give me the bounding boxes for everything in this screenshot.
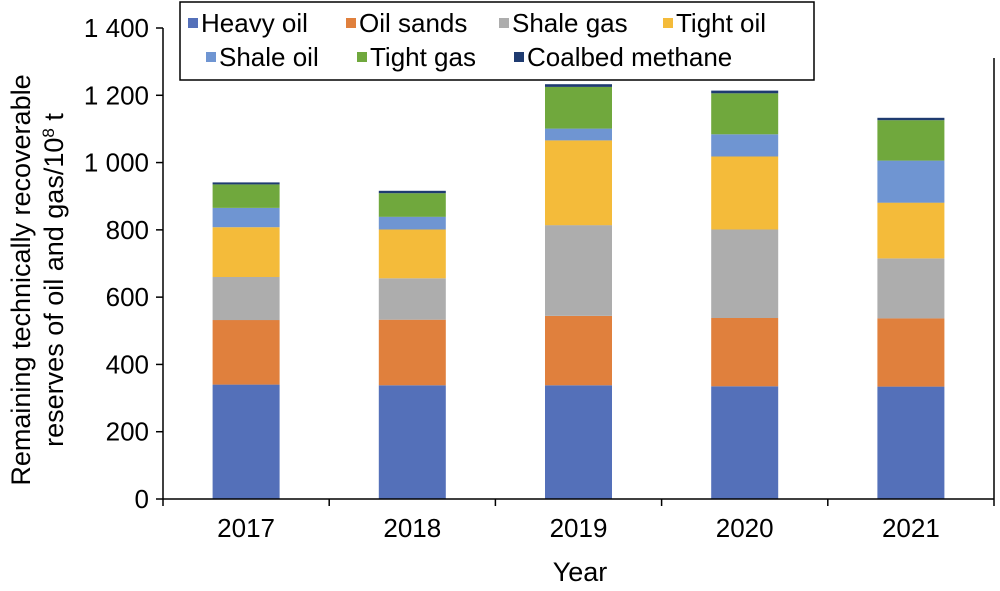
bar-2021-heavy-oil [877,386,945,499]
bar-2017-shale-gas [212,277,280,321]
legend-label-tight-gas: Tight gas [370,42,476,72]
y-axis-title-line2-sup: 8 [39,128,58,137]
axes-layer: 0 200 400 600 800 1 000 1 200 1 400 2017 2018 2019… [84,13,995,543]
bar-2019-tight-oil [545,140,612,226]
legend-swatch-heavy-oil [188,18,198,28]
bar-2020-tight-oil [711,156,779,230]
legend-label-oil-sands: Oil sands [359,8,467,38]
bar-2017-shale-oil [212,208,280,228]
y-tick-label-600: 600 [106,282,149,312]
y-axis-title-line2: reserves of oil and gas/108 t [39,113,70,447]
legend-swatch-shale-oil [206,52,216,62]
legend-box [179,1,815,81]
bar-2018-oil-sands [378,319,446,386]
legend-label-shale-oil: Shale oil [219,42,319,72]
bar-2020-tight-gas [711,93,779,135]
bar-2017-heavy-oil [212,384,280,499]
bar-2018-shale-oil [378,216,446,230]
bar-2019-shale-gas [545,225,612,316]
x-tick-label-2019: 2019 [550,513,608,543]
legend-swatch-tight-oil [663,18,673,28]
bar-2019-heavy-oil [545,385,612,499]
bar-2017-tight-gas [212,184,280,208]
y-axis-title-line2-prefix: reserves of oil and gas/10 [39,138,69,447]
bar-2017-coalbed-methane [212,182,280,185]
bar-2018-coalbed-methane [378,190,446,194]
legend-swatch-oil-sands [346,18,356,28]
bar-2020-oil-sands [711,318,779,387]
bar-2019-shale-oil [545,128,612,141]
bar-2019-tight-gas [545,86,612,129]
bar-2018-shale-gas [378,278,446,320]
y-tick-label-1200: 1 200 [84,80,149,110]
bar-2018-heavy-oil [378,385,446,499]
y-tick-label-1400: 1 400 [84,13,149,43]
bar-2018-tight-oil [378,229,446,279]
legend-swatch-shale-gas [499,18,509,28]
legend-swatch-tight-gas [357,52,367,62]
bar-2021-tight-gas [877,120,945,161]
bar-2020-shale-oil [711,134,779,157]
bar-2019-coalbed-methane [545,84,612,87]
x-tick-label-2018: 2018 [383,513,441,543]
bar-2019-oil-sands [545,316,612,386]
legend-label-tight-oil: Tight oil [676,8,766,38]
bar-2021-coalbed-methane [877,117,945,121]
y-tick-label-1000: 1 000 [84,148,149,178]
legend-label-heavy-oil: Heavy oil [201,8,308,38]
bar-2021-shale-gas [877,258,945,319]
y-tick-label-200: 200 [106,417,149,447]
x-tick-label-2020: 2020 [716,513,774,543]
bar-2018-tight-gas [378,193,446,217]
x-axis-title: Year [553,557,608,587]
y-axis-title-line2-suffix: t [39,113,69,129]
bar-2020-shale-gas [711,229,779,318]
y-tick-label-400: 400 [106,349,149,379]
bar-2017-tight-oil [212,227,280,277]
bar-2020-coalbed-methane [711,90,779,94]
legend-label-shale-gas: Shale gas [512,8,628,38]
bar-2021-shale-oil [877,160,945,203]
x-tick-label-2021: 2021 [882,513,940,543]
legend-swatch-coalbed-methane [514,52,524,62]
bar-2021-oil-sands [877,318,945,387]
legend-label-coalbed-methane: Coalbed methane [527,42,732,72]
bar-2017-oil-sands [212,320,280,385]
bar-2020-heavy-oil [711,386,779,499]
y-axis-title: Remaining technically recoverable reserv… [6,74,69,485]
legend: Heavy oil Oil sands Shale gas Tight oil Shal… [179,1,815,81]
x-tick-label-2017: 2017 [217,513,275,543]
y-tick-label-800: 800 [106,215,149,245]
bars-layer [212,84,945,499]
y-axis-title-line1: Remaining technically recoverable [6,74,36,485]
bar-2021-tight-oil [877,202,945,259]
y-tick-label-0: 0 [135,484,149,514]
